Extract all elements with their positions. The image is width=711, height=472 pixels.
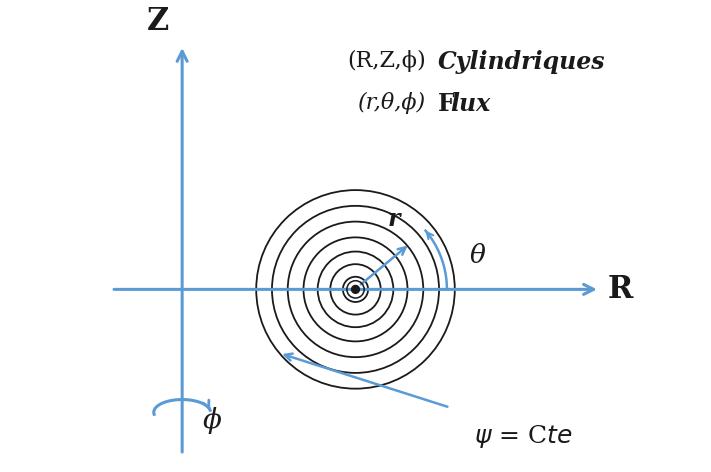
Circle shape xyxy=(351,286,360,293)
Text: θ: θ xyxy=(469,244,486,269)
Text: F: F xyxy=(437,93,454,117)
Text: (R,Z,ϕ): (R,Z,ϕ) xyxy=(348,50,427,72)
Text: Cylindriques: Cylindriques xyxy=(437,50,605,74)
Text: lux: lux xyxy=(450,93,491,117)
Text: Z: Z xyxy=(147,6,169,37)
Text: $\psi$ = C$te$: $\psi$ = C$te$ xyxy=(474,423,572,450)
Text: R: R xyxy=(608,274,633,305)
Text: r: r xyxy=(387,207,400,231)
Text: (r,θ,ϕ): (r,θ,ϕ) xyxy=(358,93,427,115)
Text: ϕ: ϕ xyxy=(203,407,222,434)
